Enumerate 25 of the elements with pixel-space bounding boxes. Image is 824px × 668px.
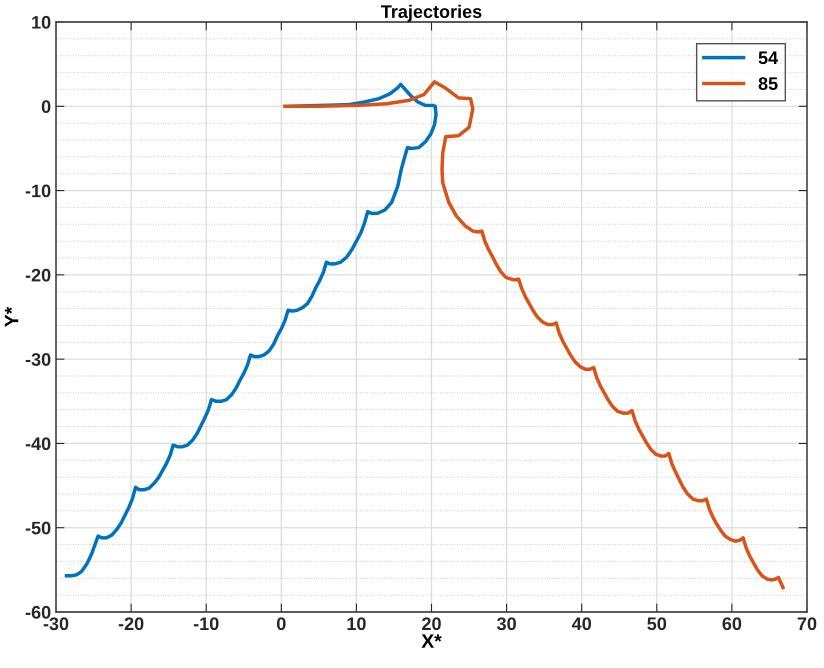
- x-tick-label: 50: [647, 617, 666, 630]
- y-tick-label: -10: [26, 184, 50, 198]
- y-tick-label: -40: [26, 437, 50, 450]
- legend-label: 85: [758, 77, 778, 90]
- y-tick-label: 10: [32, 16, 50, 29]
- line-series: [64, 82, 438, 578]
- x-tick-label: 10: [347, 617, 366, 630]
- x-tick-label: 0: [276, 617, 286, 630]
- x-axis-title: X*: [421, 634, 442, 648]
- y-tick-label: -50: [26, 522, 50, 534]
- x-tick-label: -10: [194, 617, 219, 630]
- x-tick-label: 30: [496, 617, 516, 630]
- x-tick-label: 40: [572, 617, 591, 630]
- x-tick-label: -30: [44, 617, 68, 630]
- legend-label: 54: [758, 52, 778, 64]
- y-tick-label: -30: [26, 353, 50, 366]
- x-tick-label: 20: [422, 617, 441, 630]
- y-tick-label: -20: [26, 268, 50, 282]
- y-axis-title: Y*: [4, 306, 18, 327]
- x-tick-label: 60: [722, 617, 742, 630]
- x-tick-label: 70: [798, 617, 816, 630]
- y-tick-label: 0: [42, 100, 50, 114]
- chart-title: Trajectories: [381, 4, 482, 22]
- x-tick-label: -20: [118, 617, 144, 630]
- y-tick-label: -60: [26, 606, 50, 619]
